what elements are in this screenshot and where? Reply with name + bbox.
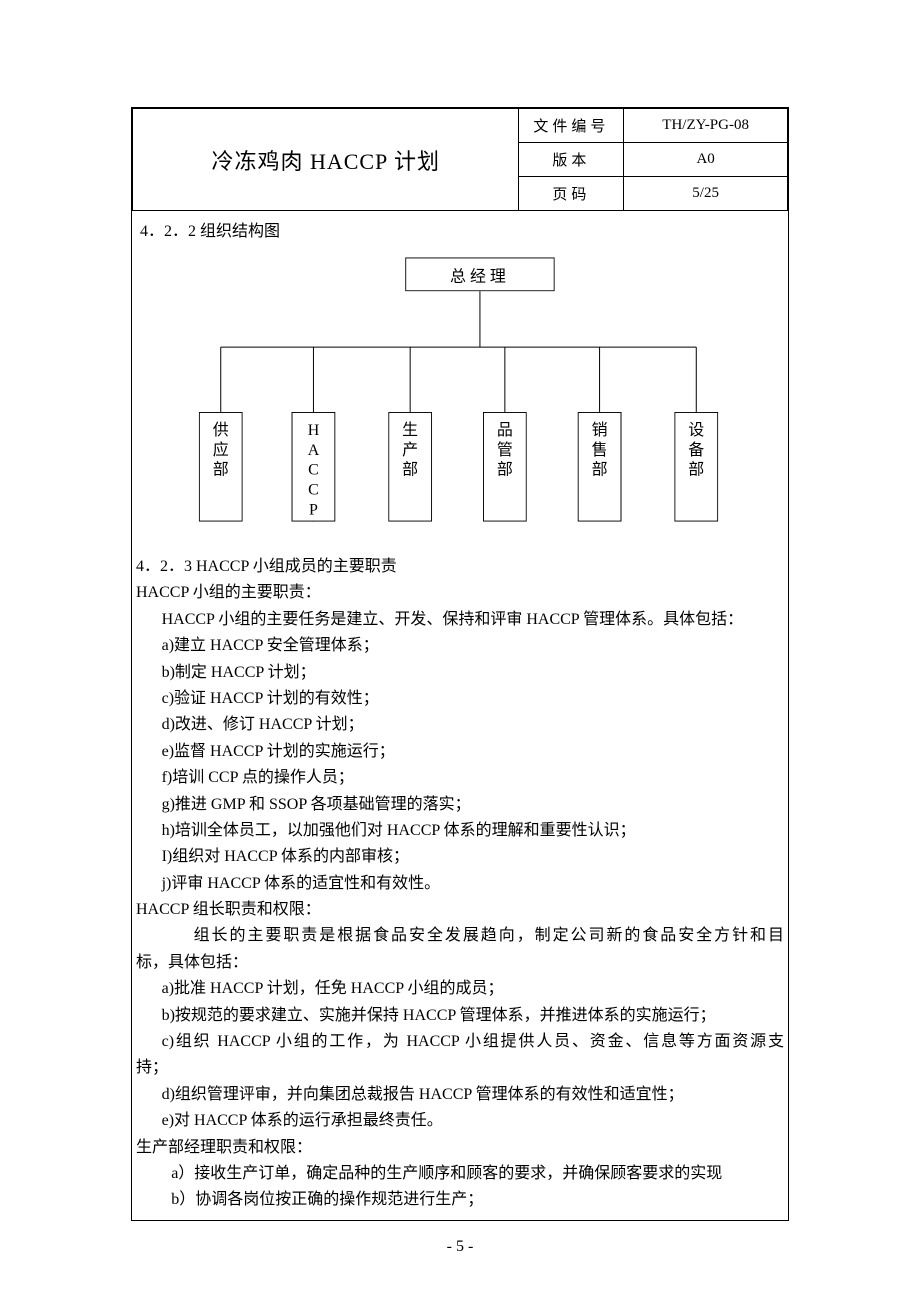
doc-title: 冷冻鸡肉 HACCP 计划 bbox=[133, 109, 519, 211]
resp-h: h)培训全体员工，以加强他们对 HACCP 体系的理解和重要性认识； bbox=[136, 818, 784, 844]
prod-head: 生产部经理职责和权限： bbox=[136, 1135, 784, 1161]
doc-no-label: 文件编号 bbox=[519, 109, 624, 143]
leader-intro-2: 标，具体包括： bbox=[136, 950, 784, 976]
content-area: 4．2．2 组织结构图 总经理供应部HACCP小组生产部品管部销售部设备部 4．… bbox=[132, 211, 788, 1220]
resp-intro: HACCP 小组的主要任务是建立、开发、保持和评审 HACCP 管理体系。具体包… bbox=[136, 607, 784, 633]
section-4-2-3-heading: 4．2．3 HACCP 小组成员的主要职责 bbox=[136, 554, 784, 580]
leader-c-2: 持； bbox=[136, 1055, 784, 1081]
page-value: 5/25 bbox=[624, 177, 788, 211]
leader-head: HACCP 组长职责和权限： bbox=[136, 897, 784, 923]
resp-c: c)验证 HACCP 计划的有效性； bbox=[136, 686, 784, 712]
resp-d: d)改进、修订 HACCP 计划； bbox=[136, 712, 784, 738]
leader-e: e)对 HACCP 体系的运行承担最终责任。 bbox=[136, 1108, 784, 1134]
resp-j: j)评审 HACCP 体系的适宜性和有效性。 bbox=[136, 871, 784, 897]
leader-a: a)批准 HACCP 计划，任免 HACCP 小组的成员； bbox=[136, 976, 784, 1002]
leader-intro-1: 组长的主要职责是根据食品安全发展趋向，制定公司新的食品安全方针和目 bbox=[136, 923, 784, 949]
prod-a: a）接收生产订单，确定品种的生产顺序和顾客的要求，并确保顾客要求的实现 bbox=[136, 1161, 784, 1187]
leader-d: d)组织管理评审，并向集团总裁报告 HACCP 管理体系的有效性和适宜性； bbox=[136, 1082, 784, 1108]
leader-b: b)按规范的要求建立、实施并保持 HACCP 管理体系，并推进体系的实施运行； bbox=[136, 1003, 784, 1029]
version-label: 版本 bbox=[519, 143, 624, 177]
document-frame: 冷冻鸡肉 HACCP 计划 文件编号 TH/ZY-PG-08 版本 A0 页码 … bbox=[131, 107, 789, 1221]
page-footer: - 5 - bbox=[0, 1238, 920, 1256]
resp-e: e)监督 HACCP 计划的实施运行； bbox=[136, 739, 784, 765]
resp-g: g)推进 GMP 和 SSOP 各项基础管理的落实； bbox=[136, 792, 784, 818]
version-value: A0 bbox=[624, 143, 788, 177]
section-4-2-2-heading: 4．2．2 组织结构图 bbox=[136, 211, 784, 243]
resp-f: f)培训 CCP 点的操作人员； bbox=[136, 765, 784, 791]
org-chart: 总经理供应部HACCP小组生产部品管部销售部设备部 bbox=[136, 247, 784, 537]
doc-no-value: TH/ZY-PG-08 bbox=[624, 109, 788, 143]
resp-head: HACCP 小组的主要职责： bbox=[136, 580, 784, 606]
leader-c-1: c)组织 HACCP 小组的工作，为 HACCP 小组提供人员、资金、信息等方面… bbox=[136, 1029, 784, 1055]
resp-i: I)组织对 HACCP 体系的内部审核； bbox=[136, 844, 784, 870]
page-label: 页码 bbox=[519, 177, 624, 211]
prod-b: b）协调各岗位按正确的操作规范进行生产； bbox=[136, 1187, 784, 1213]
resp-a: a)建立 HACCP 安全管理体系； bbox=[136, 633, 784, 659]
resp-b: b)制定 HACCP 计划； bbox=[136, 660, 784, 686]
body-text: 4．2．3 HACCP 小组成员的主要职责 HACCP 小组的主要职责： HAC… bbox=[136, 542, 784, 1214]
document-header-table: 冷冻鸡肉 HACCP 计划 文件编号 TH/ZY-PG-08 版本 A0 页码 … bbox=[132, 108, 788, 211]
